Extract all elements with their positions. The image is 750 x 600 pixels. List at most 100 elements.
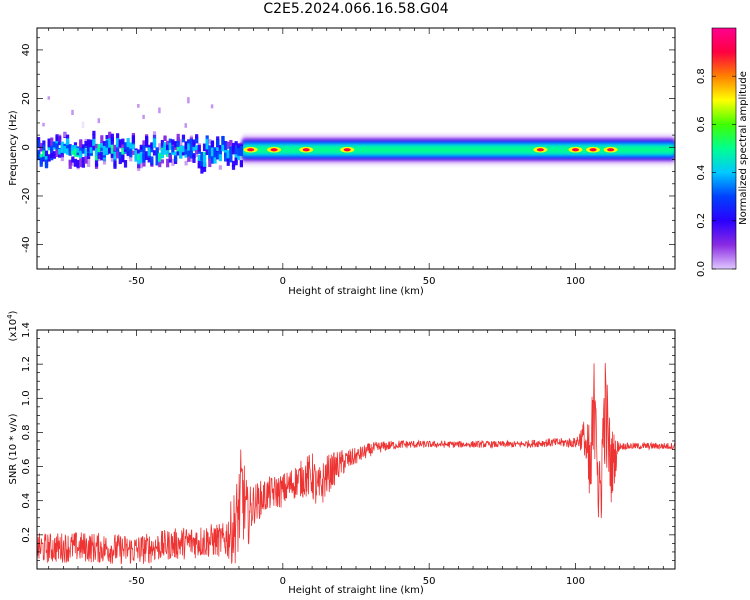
spectrogram-cell (92, 133, 96, 143)
spectrogram-cell (92, 130, 96, 136)
spectrogram-cell (39, 154, 43, 160)
colorbar-tick-label: 0.4 (696, 165, 707, 181)
spectrogram-cell (187, 140, 191, 146)
spectrogram-cell (47, 139, 51, 147)
spectrogram-cell (58, 136, 62, 146)
spectrogram-cell (110, 151, 114, 158)
figure-title: C2E5.2024.066.16.58.G04 (263, 1, 449, 17)
spectrogram-cell (97, 145, 101, 153)
spectrogram-cell (202, 158, 207, 167)
spectrogram-peak-spot (247, 148, 255, 152)
spectrogram-cell (168, 138, 172, 145)
spectrogram-cell (210, 150, 215, 160)
spectrogram-cell (218, 165, 222, 170)
spectrogram-cell (210, 156, 215, 164)
spectrogram-cell (218, 144, 222, 151)
spectrogram-cell (139, 144, 143, 150)
spectrogram-cell (52, 151, 57, 156)
spectrogram-cell (137, 154, 141, 160)
spectrogram-cell (237, 145, 241, 151)
spectrogram-cell (160, 139, 164, 147)
spectrogram-cell (208, 158, 212, 168)
spectrogram-cell (118, 157, 122, 165)
spectrogram-cell (142, 154, 146, 161)
spectrogram-cell (102, 158, 107, 165)
spectrogram-cell (37, 140, 41, 149)
spectrogram-cell (224, 154, 228, 162)
spectrogram-cell (184, 142, 188, 150)
spectrogram-y-tick-label: -20 (21, 188, 32, 204)
spectrogram-peak-spot (571, 148, 579, 152)
snr-y-multiplier: (x104) (6, 310, 19, 341)
spectrogram-cell (94, 153, 99, 161)
spectrogram-cell (79, 146, 83, 155)
spectrogram-cell (173, 151, 178, 157)
spectrogram-cell (137, 163, 141, 169)
spectrogram-cell (179, 149, 183, 159)
spectrogram-cell (84, 140, 88, 147)
spectrogram-cell (100, 141, 104, 148)
spectrogram-cell (84, 155, 88, 164)
spectrogram-cell (200, 160, 204, 166)
spectrogram-cell (221, 143, 225, 152)
colorbar-label: Normalized spectral amplitude (738, 71, 749, 225)
spectrogram-cell (71, 109, 74, 116)
spectrogram-cell (71, 144, 75, 151)
spectrogram-cell (123, 160, 128, 168)
spectrogram-cell (55, 149, 59, 157)
spectrogram-cell (163, 147, 167, 155)
spectrogram-cell (195, 145, 199, 151)
spectrogram-cell (229, 139, 233, 146)
spectrogram-cell (181, 137, 186, 143)
spectrogram-cell (205, 138, 209, 144)
spectrogram-cell (158, 162, 162, 168)
spectrogram-cell (187, 150, 191, 157)
spectrogram-cell (187, 97, 190, 104)
spectrogram-cell (94, 159, 99, 167)
spectrogram-cell (137, 164, 141, 171)
snr-x-tick-label: 0 (280, 576, 286, 587)
spectrogram-cell (42, 144, 46, 152)
spectrogram-cell (158, 107, 161, 114)
spectrogram-cell (142, 150, 146, 159)
spectrogram-cell (144, 151, 149, 160)
spectrogram-cell (218, 148, 222, 155)
spectrogram-cell (87, 142, 91, 152)
spectrogram-cell (60, 149, 64, 158)
spectrogram-peak-spot (270, 148, 278, 152)
colorbar-tick-label: 0.8 (696, 68, 707, 84)
spectrogram-cell (79, 151, 83, 157)
spectrogram-cell (87, 139, 91, 145)
spectrogram-cell (163, 135, 167, 141)
spectrogram-cell (184, 123, 188, 128)
spectrogram-y-tick-label: 40 (21, 44, 32, 57)
spectrogram-cell (221, 136, 225, 144)
spectrogram-y-tick-label: -40 (21, 236, 32, 252)
spectrogram-cell (134, 150, 138, 159)
spectrogram-cell (200, 151, 204, 161)
spectrogram-cell (94, 148, 99, 157)
spectrogram-cell (89, 141, 93, 148)
spectrogram-cell (189, 151, 193, 159)
spectrogram-cell (202, 143, 207, 152)
spectrogram-cell (160, 159, 164, 164)
spectrogram-cell (234, 141, 238, 146)
spectrogram-cell (181, 134, 186, 139)
spectrogram-cell (39, 157, 43, 164)
spectrogram-cell (168, 142, 172, 149)
spectrogram-cell (166, 150, 170, 155)
spectrogram-cell (87, 153, 91, 160)
spectrogram-cell (108, 138, 112, 145)
spectrogram-cell (110, 133, 114, 142)
spectrogram-cell (231, 142, 236, 149)
spectrogram-cell (71, 148, 75, 155)
spectrogram-cell (110, 144, 114, 154)
spectrogram-cell (216, 139, 220, 147)
spectrogram-cell (208, 145, 212, 155)
spectrogram-cell (234, 145, 238, 155)
spectrogram-cell (195, 150, 199, 155)
colorbar-gradient (712, 28, 736, 269)
spectrogram-cell (60, 141, 64, 148)
spectrogram-cell (76, 159, 80, 168)
spectrogram-cell (152, 138, 157, 148)
